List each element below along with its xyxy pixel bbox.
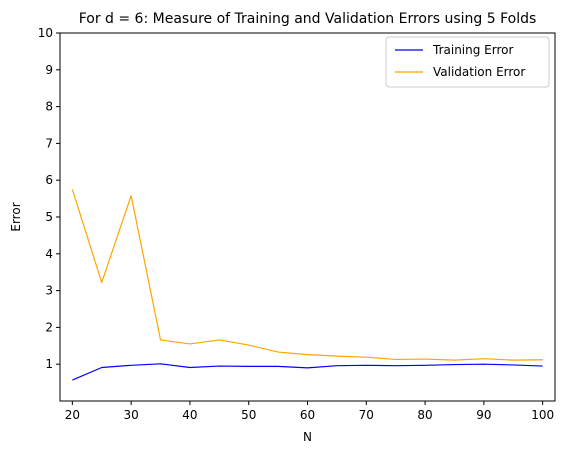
x-tick-label: 70 [359,408,374,422]
y-tick-label: 10 [38,26,53,40]
y-tick-label: 6 [45,173,53,187]
x-tick-label: 80 [417,408,432,422]
series-line-training-error [72,363,543,381]
y-tick-label: 7 [45,136,53,150]
series-layer [71,189,543,381]
x-tick-label: 100 [531,408,554,422]
x-axis: 20 30 40 50 60 70 80 90 100 [65,401,554,422]
y-tick-label: 4 [45,247,53,261]
y-tick-label: 8 [45,100,53,114]
y-axis: 1 2 3 4 5 6 7 8 9 10 [38,26,60,371]
y-tick-label: 3 [45,284,53,298]
legend-label: Validation Error [433,65,525,79]
x-tick-label: 50 [241,408,256,422]
legend-label: Training Error [432,43,513,57]
y-tick-label: 1 [45,357,53,371]
y-tick-label: 5 [45,210,53,224]
legend: Training Error Validation Error [385,36,550,88]
y-tick-label: 9 [45,63,53,77]
x-tick-label: 90 [476,408,491,422]
series-line-validation-error [71,189,543,361]
y-axis-label: Error [9,202,23,231]
legend-box [385,36,550,88]
y-tick-label: 2 [45,320,53,334]
x-axis-label: N [303,430,312,444]
x-tick-label: 40 [182,408,197,422]
chart-title: For d = 6: Measure of Training and Valid… [79,11,537,27]
x-tick-label: 30 [123,408,138,422]
x-tick-label: 20 [65,408,80,422]
x-tick-label: 60 [300,408,315,422]
